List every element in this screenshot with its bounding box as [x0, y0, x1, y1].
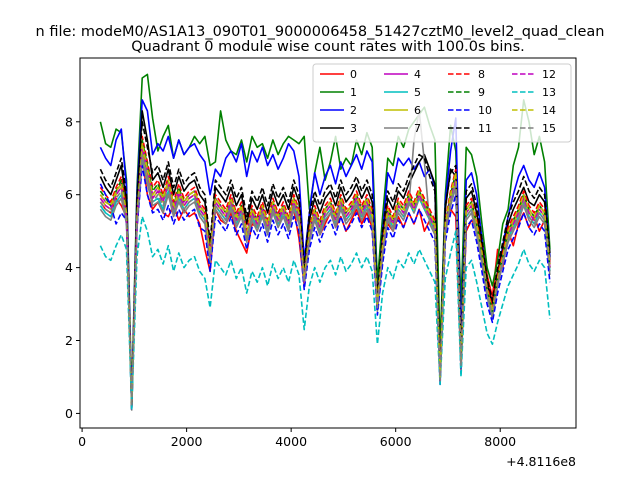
figure-suptitle: n file: modeM0/AS1A13_090T01_9000006458_…: [36, 24, 605, 40]
x-offset-label: +4.8116e8: [506, 454, 576, 469]
x-tick-label: 8000: [484, 434, 516, 449]
series-line-15: [99, 153, 551, 407]
series-line-10: [99, 164, 551, 411]
series-line-12: [99, 146, 551, 407]
plot-frame: [79, 57, 577, 429]
y-tick-label: 2: [65, 333, 73, 348]
legend-label: 15: [542, 122, 556, 135]
legend-label: 6: [414, 104, 421, 117]
series-line-8: [99, 135, 551, 407]
legend-label: 3: [350, 122, 357, 135]
x-tick-label: 0: [78, 434, 86, 449]
chart-title: Quadrant 0 module wise count rates with …: [131, 39, 525, 55]
legend-label: 5: [414, 86, 421, 99]
legend-label: 1: [350, 86, 357, 99]
legend-label: 13: [542, 86, 556, 99]
x-tick-label: 6000: [380, 434, 412, 449]
axes-layer: 0 2000 4000 6000 8000 0 2 4 6 8: [65, 114, 516, 449]
legend-label: 2: [350, 104, 357, 117]
legend-box: [312, 63, 572, 143]
x-tick-label: 4000: [275, 434, 307, 449]
y-tick-label: 4: [65, 260, 73, 275]
y-tick-label: 0: [65, 406, 73, 421]
y-tick-label: 6: [65, 187, 73, 202]
legend-label: 4: [414, 68, 421, 81]
series-line-7: [99, 110, 551, 411]
legend-label: 10: [478, 104, 492, 117]
legend-label: 14: [542, 104, 556, 117]
legend-label: 11: [478, 122, 492, 135]
x-tick-label: 2000: [171, 434, 203, 449]
series-line-2: [99, 99, 551, 404]
series-line-3: [99, 110, 551, 411]
legend-label: 8: [478, 68, 485, 81]
series-layer: [99, 73, 551, 411]
legend-label: 9: [478, 86, 485, 99]
series-line-13: [99, 215, 551, 411]
legend-label: 0: [350, 68, 357, 81]
y-tick-label: 8: [65, 114, 73, 129]
series-line-14: [99, 142, 551, 407]
legend-label: 7: [414, 122, 421, 135]
legend-label: 12: [542, 68, 556, 81]
series-line-11: [99, 121, 551, 407]
